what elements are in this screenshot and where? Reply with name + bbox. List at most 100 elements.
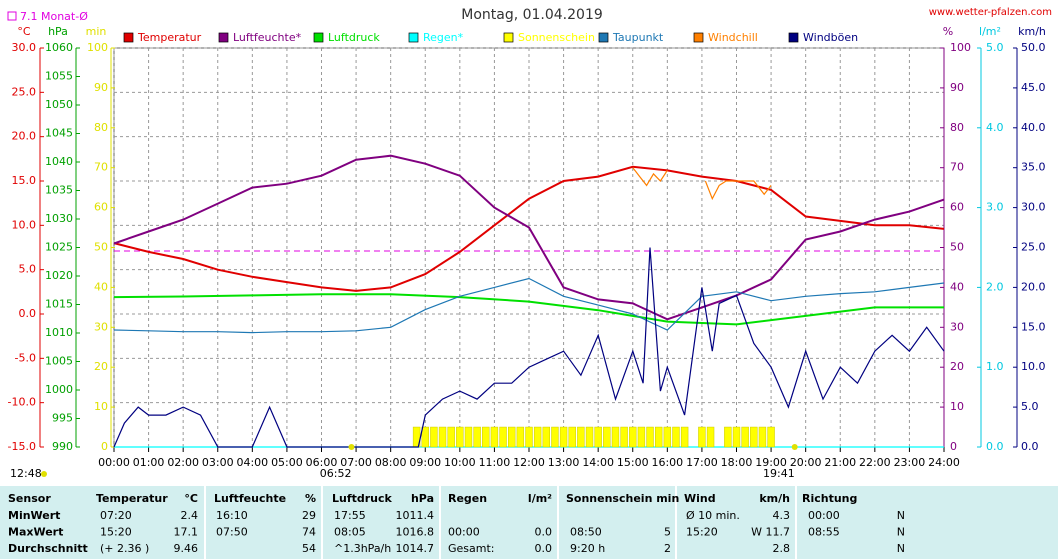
- sun-bar: [447, 426, 455, 448]
- x-tick-label: 18:00: [721, 456, 753, 469]
- cell-value: 1011.4: [396, 509, 435, 522]
- sun-bar: [680, 426, 689, 448]
- cell-value: 2.4: [181, 509, 199, 522]
- y-tick-label: 5.0: [986, 41, 1004, 54]
- sun-bar: [620, 426, 628, 448]
- y-tick-label: 5.0: [19, 263, 37, 276]
- series-line: [113, 293, 944, 326]
- y-tick-label: 1040: [45, 155, 73, 168]
- y-tick-label: 3.0: [986, 201, 1004, 214]
- y-tick-label: -10.0: [8, 396, 36, 409]
- y-tick-label: 90: [94, 81, 108, 94]
- legend-swatch: [788, 32, 799, 43]
- y-tick-label: 20.0: [1021, 280, 1046, 293]
- y-tick-label: 30: [94, 320, 108, 333]
- y-tick-label: 30.0: [1021, 201, 1046, 214]
- x-tick-label: 09:00: [409, 456, 441, 469]
- source: www.wetter-pfalzen.com: [929, 7, 1052, 18]
- sun-bar: [421, 426, 429, 448]
- table-header: Regen: [448, 492, 487, 505]
- y-tick-label: 2.0: [986, 280, 1004, 293]
- axis-unit: %: [943, 25, 953, 38]
- sun-bar: [594, 426, 602, 448]
- x-tick-label: 14:00: [582, 456, 614, 469]
- table-header-unit: km/h: [759, 492, 790, 505]
- x-tick-label: 17:00: [686, 456, 718, 469]
- x-tick-label: 23:00: [894, 456, 926, 469]
- cell-value: N: [897, 526, 905, 539]
- table-header: Temperatur: [96, 492, 168, 505]
- y-tick-label: 15.0: [1021, 320, 1046, 333]
- axis-unit: hPa: [48, 25, 68, 38]
- sun-bar: [732, 426, 741, 448]
- cell-value: 0.0: [535, 542, 553, 555]
- y-tick-label: 50.0: [1021, 41, 1046, 54]
- table-header: Sensor: [8, 492, 51, 505]
- cell-text: Gesamt:: [448, 542, 495, 555]
- y-tick-label: 0: [101, 440, 108, 453]
- y-tick-label: 1015: [45, 298, 73, 311]
- x-tick-label: 20:00: [790, 456, 822, 469]
- y-tick-label: 1055: [45, 70, 73, 83]
- x-tick-label: 08:00: [375, 456, 407, 469]
- legend-swatch: [313, 32, 324, 43]
- y-tick-label: 40: [94, 280, 108, 293]
- y-tick-label: 1025: [45, 241, 73, 254]
- cell-value: 0.0: [535, 526, 553, 539]
- sun-bar: [706, 426, 715, 448]
- sun-bar: [758, 426, 767, 448]
- cell-value: W 11.7: [751, 526, 790, 539]
- cell-text: 08:50: [570, 526, 602, 539]
- cell-value: 17.1: [174, 526, 199, 539]
- x-tick-label: 07:00: [340, 456, 372, 469]
- sun-bar: [482, 426, 490, 448]
- y-tick-label: 30: [950, 320, 964, 333]
- x-tick-label: 11:00: [479, 456, 511, 469]
- legend-swatch: [123, 32, 134, 43]
- cell-text: 07:50: [216, 526, 248, 539]
- cell-text: 08:55: [808, 526, 840, 539]
- y-tick-label: -5.0: [15, 351, 36, 364]
- mean-icon: [7, 11, 17, 21]
- cell-value: 1014.7: [396, 542, 435, 555]
- sun-bar: [430, 426, 438, 448]
- x-tick-label: 02:00: [167, 456, 199, 469]
- y-tick-label: 1035: [45, 184, 73, 197]
- row-label: MinWert: [8, 509, 60, 522]
- cell-value: 9.46: [174, 542, 199, 555]
- legend-label: Taupunkt: [612, 31, 664, 44]
- axis-unit: °C: [17, 25, 31, 38]
- table-header-unit: °C: [184, 492, 198, 505]
- legend-label: Windböen: [803, 31, 858, 44]
- x-tick-label: 19:00: [755, 456, 787, 469]
- sun-bar: [654, 426, 663, 448]
- x-tick-label: 21:00: [824, 456, 856, 469]
- sun-bar: [646, 426, 654, 448]
- cell-value: 74: [302, 526, 316, 539]
- y-tick-label: 25.0: [1021, 241, 1046, 254]
- chart-title: Montag, 01.04.2019: [461, 7, 603, 23]
- sun-bar: [516, 426, 525, 448]
- sun-bar: [611, 426, 620, 448]
- sun-bar: [525, 426, 533, 448]
- y-tick-label: 4.0: [986, 121, 1004, 134]
- cell-text: 08:05: [334, 526, 366, 539]
- day-length: 12:48: [10, 467, 42, 480]
- x-tick-label: 12:00: [513, 456, 545, 469]
- table-header-unit: %: [305, 492, 316, 505]
- legend-label: Luftdruck: [328, 31, 380, 44]
- y-tick-label: 100: [950, 41, 971, 54]
- series-line: [113, 247, 945, 448]
- sun-bar: [508, 426, 516, 448]
- y-tick-label: 25.0: [12, 85, 37, 98]
- legend-label: Sonnenschein: [518, 31, 595, 44]
- cell-text: 07:20: [100, 509, 132, 522]
- y-tick-label: 90: [950, 81, 964, 94]
- cell-text: 9:20 h: [570, 542, 605, 555]
- legend-swatch: [598, 32, 609, 43]
- y-tick-label: 1060: [45, 41, 73, 54]
- y-tick-label: 30.0: [12, 41, 37, 54]
- series-line: [113, 277, 945, 334]
- y-tick-label: 45.0: [1021, 81, 1046, 94]
- y-tick-label: 0.0: [986, 440, 1004, 453]
